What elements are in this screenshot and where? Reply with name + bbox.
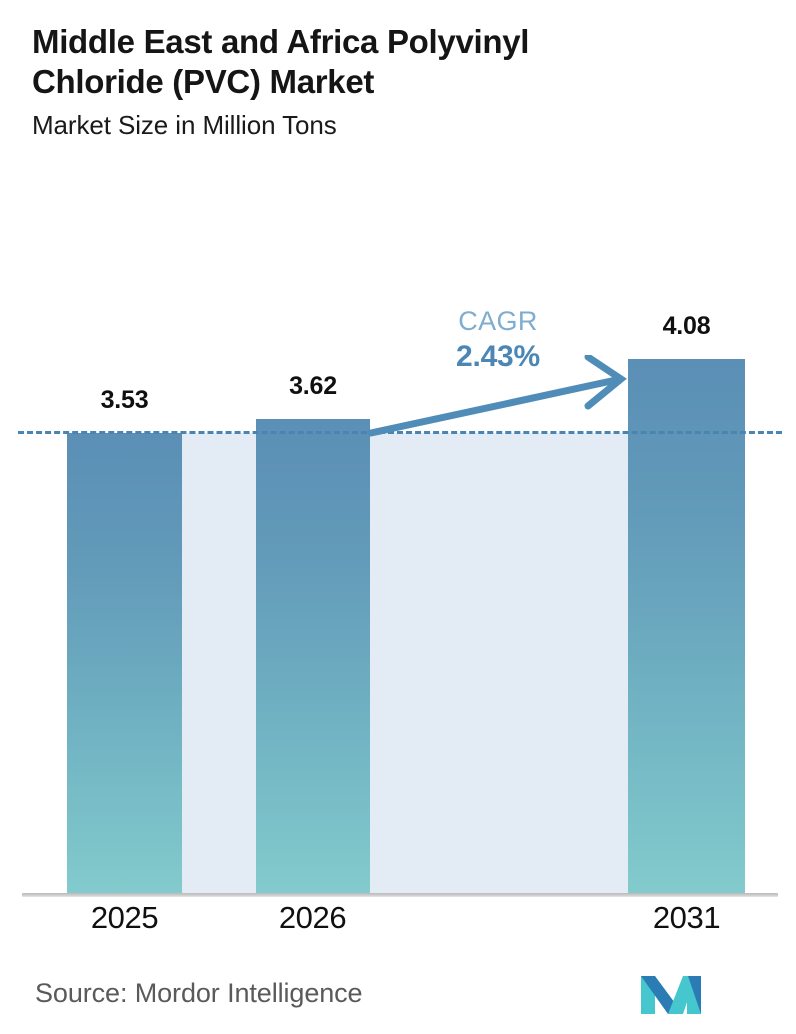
value-label-2026: 3.62 <box>289 372 337 400</box>
x-axis-label-2025: 2025 <box>90 900 159 935</box>
bar-2025 <box>67 433 182 895</box>
chart-subtitle: Market Size in Million Tons <box>32 110 337 140</box>
bar-2026 <box>256 419 370 895</box>
reference-dashed-line <box>18 431 782 434</box>
chart-header: Middle East and Africa Polyvinyl Chlorid… <box>32 22 732 142</box>
source-text: Source: Mordor Intelligence <box>35 978 363 1008</box>
value-label-2031: 4.08 <box>662 312 711 340</box>
x-axis-label-2026: 2026 <box>278 900 347 935</box>
cagr-growth-arrow <box>367 355 627 437</box>
mordor-intelligence-logo <box>641 976 701 1014</box>
cagr-label: CAGR <box>458 306 538 336</box>
page-title: Middle East and Africa Polyvinyl Chlorid… <box>32 23 530 100</box>
value-label-2025: 3.53 <box>100 386 149 414</box>
x-axis-label-2031: 2031 <box>652 900 721 935</box>
bar-2031 <box>628 359 745 895</box>
cagr-value: 2.43% <box>455 340 541 373</box>
background-band-2 <box>370 433 628 895</box>
background-band-1 <box>182 433 256 895</box>
axis-baseline <box>22 893 778 897</box>
